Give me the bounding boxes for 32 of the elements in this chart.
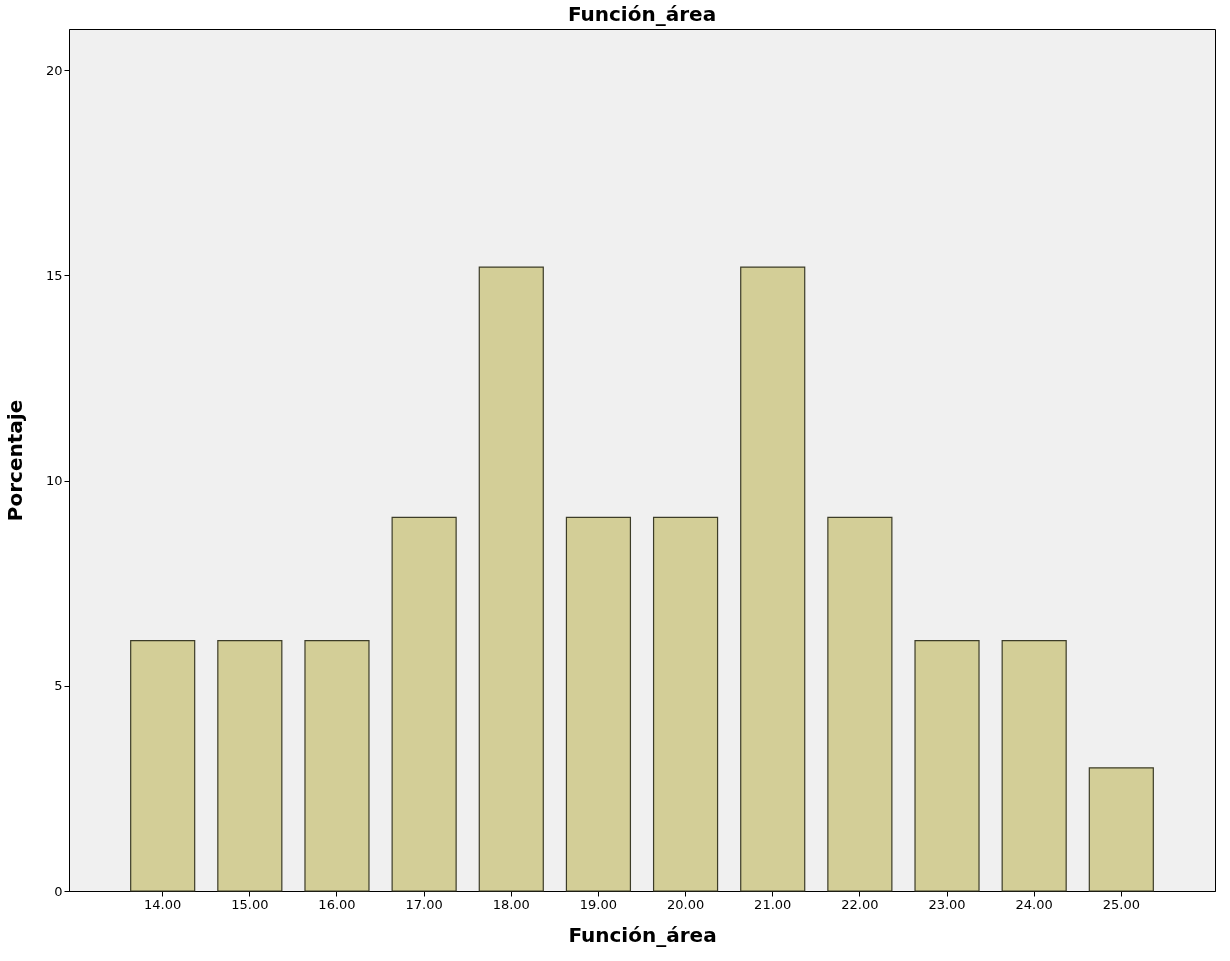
x-tick-label: 15.00 bbox=[231, 896, 269, 912]
bar bbox=[827, 516, 893, 892]
y-tick-label: 10 bbox=[45, 473, 63, 489]
x-tick-label: 23.00 bbox=[928, 896, 966, 912]
bar bbox=[304, 640, 370, 892]
bar bbox=[565, 516, 632, 892]
bar bbox=[1001, 640, 1067, 892]
y-tick-label: 15 bbox=[45, 267, 63, 283]
bar bbox=[914, 640, 980, 892]
x-tick-label: 19.00 bbox=[579, 896, 618, 912]
x-tick-label: 22.00 bbox=[841, 896, 879, 912]
bar bbox=[217, 640, 283, 892]
x-tick-label: 21.00 bbox=[754, 896, 792, 912]
x-tick-label: 16.00 bbox=[318, 896, 356, 912]
x-tick-label: 14.00 bbox=[144, 896, 182, 912]
x-tick-label: 18.00 bbox=[492, 896, 530, 912]
y-tick-label: 20 bbox=[45, 62, 63, 78]
y-tick-label: 5 bbox=[54, 678, 63, 694]
bar bbox=[1088, 767, 1154, 892]
bar bbox=[130, 640, 196, 892]
y-axis-title: Porcentaje bbox=[2, 399, 27, 522]
y-tick-label: 0 bbox=[54, 883, 63, 899]
chart-title: Función_área bbox=[567, 2, 717, 26]
x-tick-label: 20.00 bbox=[666, 896, 705, 912]
x-axis-title: Función_área bbox=[568, 922, 717, 947]
x-tick-label: 24.00 bbox=[1015, 896, 1053, 912]
bar bbox=[391, 516, 457, 892]
bar bbox=[652, 516, 719, 892]
x-tick-label: 25.00 bbox=[1102, 896, 1140, 912]
bar bbox=[740, 266, 806, 892]
bar bbox=[478, 266, 544, 892]
x-tick-label: 17.00 bbox=[405, 896, 443, 912]
